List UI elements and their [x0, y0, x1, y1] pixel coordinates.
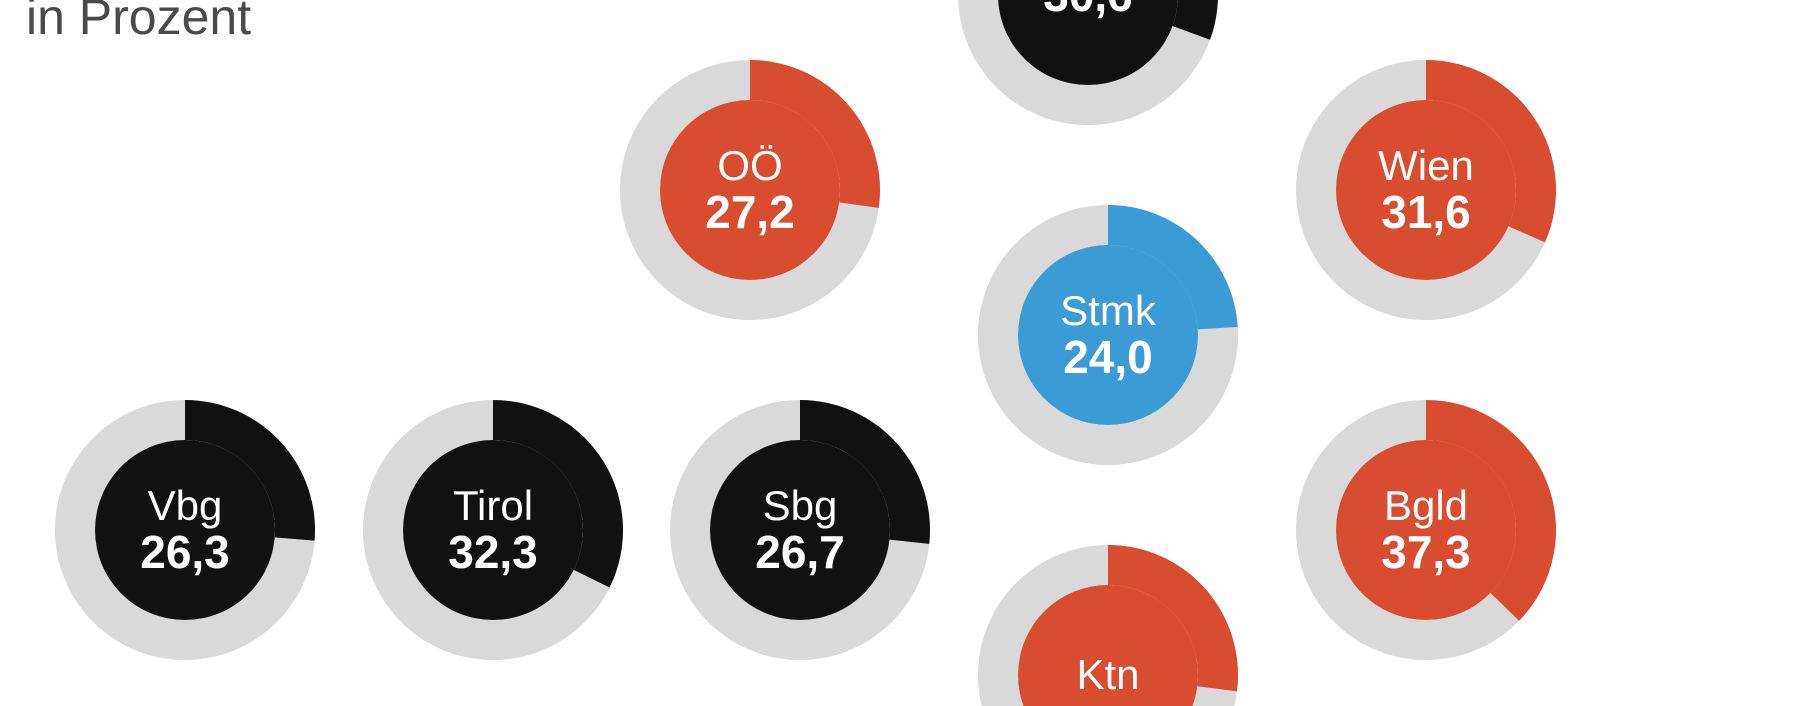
donut-bgld: Bgld37,3 — [1296, 400, 1556, 660]
donut-stmk: Stmk24,0 — [978, 205, 1238, 465]
donut-label: Ktn — [978, 545, 1238, 706]
donut-tirol: Tirol32,3 — [363, 400, 623, 660]
donut-name: Stmk — [1060, 289, 1156, 333]
donut-value: 32,3 — [448, 528, 538, 576]
donut-label: OÖ27,2 — [620, 60, 880, 320]
donut-label: Wien31,6 — [1296, 60, 1556, 320]
donut-value: 24,0 — [1063, 333, 1153, 381]
donut-name: Tirol — [453, 484, 533, 528]
donut-no: 30,6 — [958, 0, 1218, 125]
page-title: in Prozent — [26, 0, 251, 46]
donut-name: OÖ — [717, 144, 782, 188]
donut-sbg: Sbg26,7 — [670, 400, 930, 660]
donut-value: 27,2 — [705, 188, 795, 236]
donut-value: 26,3 — [140, 528, 230, 576]
donut-name: Sbg — [763, 484, 838, 528]
donut-ktn: Ktn — [978, 545, 1238, 706]
donut-label: Tirol32,3 — [363, 400, 623, 660]
donut-label: Vbg26,3 — [55, 400, 315, 660]
donut-label: Sbg26,7 — [670, 400, 930, 660]
donut-label: Stmk24,0 — [978, 205, 1238, 465]
donut-name: Wien — [1378, 144, 1474, 188]
donut-value: 26,7 — [755, 528, 845, 576]
donut-name: Vbg — [148, 484, 223, 528]
donut-oo: OÖ27,2 — [620, 60, 880, 320]
donut-label: Bgld37,3 — [1296, 400, 1556, 660]
donut-label: 30,6 — [958, 0, 1218, 125]
donut-vbg: Vbg26,3 — [55, 400, 315, 660]
donut-wien: Wien31,6 — [1296, 60, 1556, 320]
donut-name: Ktn — [1076, 653, 1139, 697]
donut-value: 37,3 — [1381, 528, 1471, 576]
donut-value: 30,6 — [1043, 0, 1133, 19]
donut-name: Bgld — [1384, 484, 1468, 528]
donut-value: 31,6 — [1381, 188, 1471, 236]
